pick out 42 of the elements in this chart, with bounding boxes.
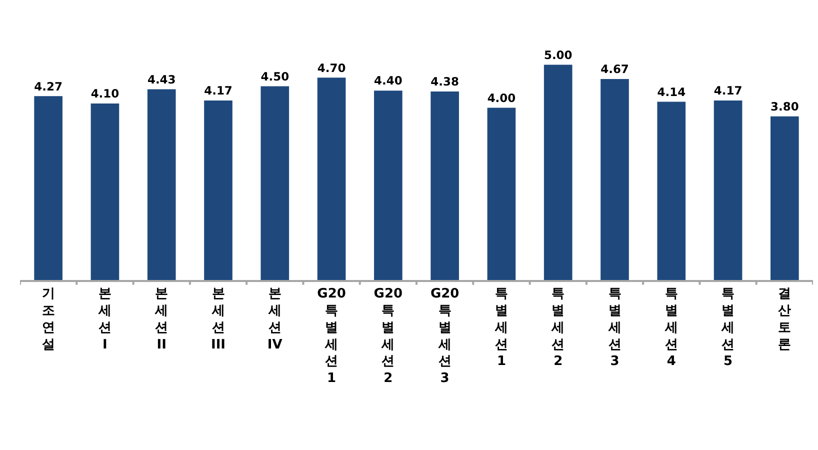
data-label: 4.50 (260, 69, 290, 84)
data-label: 4.43 (147, 72, 176, 86)
bar (374, 90, 402, 280)
data-label: 4.70 (317, 60, 346, 75)
bar (90, 104, 120, 280)
data-label: 4.14 (657, 84, 686, 99)
x-tick-label: 기조연설 (42, 286, 55, 352)
x-tick-label: 특별세션 1 (494, 286, 508, 370)
bar (657, 102, 686, 280)
x-tick-label: 특별세션 5 (720, 286, 735, 370)
bar (770, 116, 799, 280)
x-tick-label: 특별세션 2 (550, 286, 565, 370)
bar (317, 78, 346, 280)
data-label: 4.17 (204, 84, 232, 98)
x-tick-label: 특별세션 4 (664, 286, 678, 370)
data-label: 4.67 (600, 62, 629, 76)
bar (204, 100, 232, 280)
data-label: 3.80 (770, 100, 799, 114)
bar (147, 89, 176, 280)
data-label: 4.40 (374, 74, 402, 88)
bar (34, 96, 62, 280)
data-label: 4.17 (714, 84, 742, 98)
data-label: 4.00 (487, 90, 516, 105)
data-label: 4.10 (90, 86, 120, 101)
bar (487, 108, 516, 280)
bar (544, 64, 572, 280)
bar (430, 91, 459, 280)
data-label: 4.27 (34, 79, 62, 94)
x-tick-label: 본세션 II (154, 286, 168, 352)
data-label: 5.00 (544, 48, 572, 62)
x-tick-label: G20 특별세션 1 (317, 286, 346, 386)
bar (260, 86, 290, 280)
x-tick-label: 본세션 IV (267, 286, 282, 352)
x-tick-label: G20 특별세션 2 (374, 286, 403, 386)
x-tick-label: 결산토론 (778, 286, 792, 352)
x-tick-label: 본세션 III (210, 286, 226, 352)
bar (714, 100, 742, 280)
x-tick-label: G20 특별세션 3 (430, 286, 460, 386)
bar (600, 78, 629, 280)
x-tick-label: 본세션 I (97, 286, 112, 352)
data-label: 4.38 (430, 74, 459, 89)
x-tick-label: 특별세션 3 (607, 286, 622, 370)
